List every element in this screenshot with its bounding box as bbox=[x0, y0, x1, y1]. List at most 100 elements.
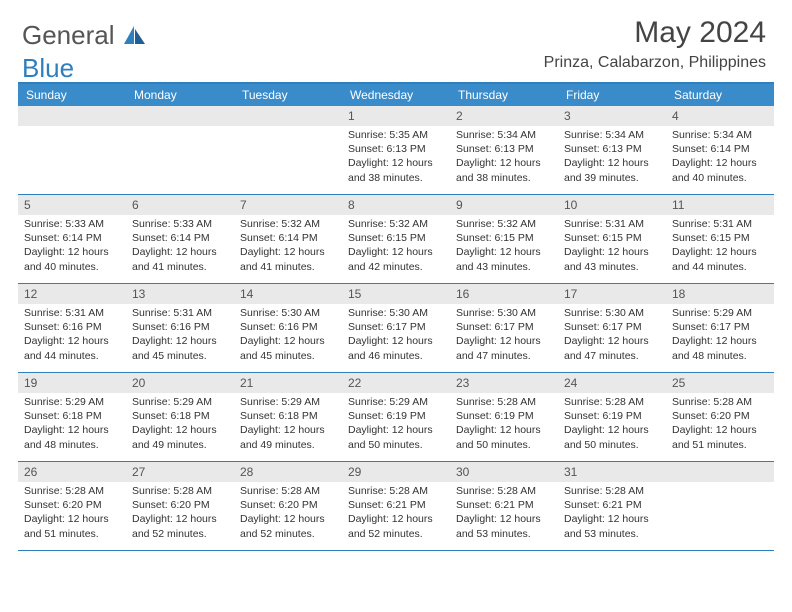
day-details: Sunrise: 5:28 AMSunset: 6:21 PMDaylight:… bbox=[450, 482, 558, 541]
day-number: 3 bbox=[558, 106, 666, 126]
day-cell: 30Sunrise: 5:28 AMSunset: 6:21 PMDayligh… bbox=[450, 462, 558, 550]
dow-saturday: Saturday bbox=[666, 84, 774, 106]
sunset-line: Sunset: 6:17 PM bbox=[348, 320, 444, 334]
day-details: Sunrise: 5:32 AMSunset: 6:15 PMDaylight:… bbox=[450, 215, 558, 274]
day-details: Sunrise: 5:33 AMSunset: 6:14 PMDaylight:… bbox=[126, 215, 234, 274]
dow-thursday: Thursday bbox=[450, 84, 558, 106]
sunrise-line: Sunrise: 5:28 AM bbox=[132, 484, 228, 498]
day-details: Sunrise: 5:34 AMSunset: 6:13 PMDaylight:… bbox=[558, 126, 666, 185]
day-cell: 14Sunrise: 5:30 AMSunset: 6:16 PMDayligh… bbox=[234, 284, 342, 372]
sunrise-line: Sunrise: 5:30 AM bbox=[564, 306, 660, 320]
daylight-line-1: Daylight: 12 hours bbox=[240, 245, 336, 259]
sunrise-line: Sunrise: 5:34 AM bbox=[456, 128, 552, 142]
daylight-line-2: and 42 minutes. bbox=[348, 260, 444, 274]
day-cell bbox=[126, 106, 234, 194]
day-details: Sunrise: 5:30 AMSunset: 6:17 PMDaylight:… bbox=[450, 304, 558, 363]
day-details: Sunrise: 5:32 AMSunset: 6:14 PMDaylight:… bbox=[234, 215, 342, 274]
day-cell: 28Sunrise: 5:28 AMSunset: 6:20 PMDayligh… bbox=[234, 462, 342, 550]
daylight-line-2: and 52 minutes. bbox=[348, 527, 444, 541]
sunrise-line: Sunrise: 5:29 AM bbox=[24, 395, 120, 409]
daylight-line-1: Daylight: 12 hours bbox=[456, 245, 552, 259]
daylight-line-2: and 52 minutes. bbox=[240, 527, 336, 541]
daylight-line-2: and 44 minutes. bbox=[24, 349, 120, 363]
day-details: Sunrise: 5:29 AMSunset: 6:19 PMDaylight:… bbox=[342, 393, 450, 452]
daylight-line-1: Daylight: 12 hours bbox=[348, 423, 444, 437]
sunset-line: Sunset: 6:20 PM bbox=[240, 498, 336, 512]
daylight-line-2: and 47 minutes. bbox=[564, 349, 660, 363]
sunset-line: Sunset: 6:14 PM bbox=[672, 142, 768, 156]
day-details: Sunrise: 5:29 AMSunset: 6:17 PMDaylight:… bbox=[666, 304, 774, 363]
day-details: Sunrise: 5:31 AMSunset: 6:16 PMDaylight:… bbox=[18, 304, 126, 363]
daylight-line-1: Daylight: 12 hours bbox=[348, 512, 444, 526]
day-cell: 3Sunrise: 5:34 AMSunset: 6:13 PMDaylight… bbox=[558, 106, 666, 194]
day-cell: 21Sunrise: 5:29 AMSunset: 6:18 PMDayligh… bbox=[234, 373, 342, 461]
sunrise-line: Sunrise: 5:34 AM bbox=[564, 128, 660, 142]
daylight-line-2: and 48 minutes. bbox=[24, 438, 120, 452]
daylight-line-1: Daylight: 12 hours bbox=[132, 245, 228, 259]
day-number: 8 bbox=[342, 195, 450, 215]
day-cell: 6Sunrise: 5:33 AMSunset: 6:14 PMDaylight… bbox=[126, 195, 234, 283]
daylight-line-1: Daylight: 12 hours bbox=[456, 156, 552, 170]
daylight-line-1: Daylight: 12 hours bbox=[240, 423, 336, 437]
daylight-line-1: Daylight: 12 hours bbox=[240, 334, 336, 348]
sunset-line: Sunset: 6:17 PM bbox=[564, 320, 660, 334]
day-cell: 26Sunrise: 5:28 AMSunset: 6:20 PMDayligh… bbox=[18, 462, 126, 550]
sunset-line: Sunset: 6:19 PM bbox=[456, 409, 552, 423]
weeks-container: 1Sunrise: 5:35 AMSunset: 6:13 PMDaylight… bbox=[18, 106, 774, 551]
sunset-line: Sunset: 6:15 PM bbox=[456, 231, 552, 245]
daylight-line-2: and 49 minutes. bbox=[240, 438, 336, 452]
day-cell: 13Sunrise: 5:31 AMSunset: 6:16 PMDayligh… bbox=[126, 284, 234, 372]
dow-header-row: Sunday Monday Tuesday Wednesday Thursday… bbox=[18, 84, 774, 106]
daylight-line-2: and 46 minutes. bbox=[348, 349, 444, 363]
sunset-line: Sunset: 6:15 PM bbox=[672, 231, 768, 245]
day-details: Sunrise: 5:28 AMSunset: 6:21 PMDaylight:… bbox=[558, 482, 666, 541]
sunset-line: Sunset: 6:20 PM bbox=[132, 498, 228, 512]
daylight-line-1: Daylight: 12 hours bbox=[672, 423, 768, 437]
sunrise-line: Sunrise: 5:28 AM bbox=[240, 484, 336, 498]
day-cell: 15Sunrise: 5:30 AMSunset: 6:17 PMDayligh… bbox=[342, 284, 450, 372]
day-number: 12 bbox=[18, 284, 126, 304]
sunset-line: Sunset: 6:18 PM bbox=[132, 409, 228, 423]
sunrise-line: Sunrise: 5:28 AM bbox=[564, 484, 660, 498]
day-details: Sunrise: 5:28 AMSunset: 6:20 PMDaylight:… bbox=[666, 393, 774, 452]
sunrise-line: Sunrise: 5:28 AM bbox=[672, 395, 768, 409]
sunset-line: Sunset: 6:21 PM bbox=[456, 498, 552, 512]
day-number: 26 bbox=[18, 462, 126, 482]
dow-wednesday: Wednesday bbox=[342, 84, 450, 106]
day-cell: 31Sunrise: 5:28 AMSunset: 6:21 PMDayligh… bbox=[558, 462, 666, 550]
dow-sunday: Sunday bbox=[18, 84, 126, 106]
daylight-line-2: and 38 minutes. bbox=[348, 171, 444, 185]
daylight-line-2: and 50 minutes. bbox=[564, 438, 660, 452]
sail-icon bbox=[124, 22, 146, 53]
day-number: 31 bbox=[558, 462, 666, 482]
day-number bbox=[18, 106, 126, 126]
brand-part2: Blue bbox=[22, 53, 74, 83]
day-number: 19 bbox=[18, 373, 126, 393]
day-details: Sunrise: 5:28 AMSunset: 6:19 PMDaylight:… bbox=[450, 393, 558, 452]
sunrise-line: Sunrise: 5:31 AM bbox=[24, 306, 120, 320]
week-row: 1Sunrise: 5:35 AMSunset: 6:13 PMDaylight… bbox=[18, 106, 774, 195]
day-details: Sunrise: 5:29 AMSunset: 6:18 PMDaylight:… bbox=[18, 393, 126, 452]
daylight-line-1: Daylight: 12 hours bbox=[672, 334, 768, 348]
day-number: 23 bbox=[450, 373, 558, 393]
sunset-line: Sunset: 6:21 PM bbox=[348, 498, 444, 512]
week-row: 5Sunrise: 5:33 AMSunset: 6:14 PMDaylight… bbox=[18, 195, 774, 284]
sunrise-line: Sunrise: 5:31 AM bbox=[132, 306, 228, 320]
day-cell: 29Sunrise: 5:28 AMSunset: 6:21 PMDayligh… bbox=[342, 462, 450, 550]
sunrise-line: Sunrise: 5:31 AM bbox=[672, 217, 768, 231]
daylight-line-2: and 49 minutes. bbox=[132, 438, 228, 452]
brand-logo: General Blue bbox=[22, 20, 146, 84]
day-details: Sunrise: 5:35 AMSunset: 6:13 PMDaylight:… bbox=[342, 126, 450, 185]
day-number: 29 bbox=[342, 462, 450, 482]
day-cell: 20Sunrise: 5:29 AMSunset: 6:18 PMDayligh… bbox=[126, 373, 234, 461]
day-number: 6 bbox=[126, 195, 234, 215]
day-details: Sunrise: 5:28 AMSunset: 6:20 PMDaylight:… bbox=[234, 482, 342, 541]
sunset-line: Sunset: 6:16 PM bbox=[240, 320, 336, 334]
daylight-line-1: Daylight: 12 hours bbox=[564, 512, 660, 526]
daylight-line-2: and 52 minutes. bbox=[132, 527, 228, 541]
daylight-line-1: Daylight: 12 hours bbox=[348, 334, 444, 348]
day-cell: 19Sunrise: 5:29 AMSunset: 6:18 PMDayligh… bbox=[18, 373, 126, 461]
week-row: 12Sunrise: 5:31 AMSunset: 6:16 PMDayligh… bbox=[18, 284, 774, 373]
daylight-line-2: and 45 minutes. bbox=[240, 349, 336, 363]
daylight-line-2: and 51 minutes. bbox=[672, 438, 768, 452]
